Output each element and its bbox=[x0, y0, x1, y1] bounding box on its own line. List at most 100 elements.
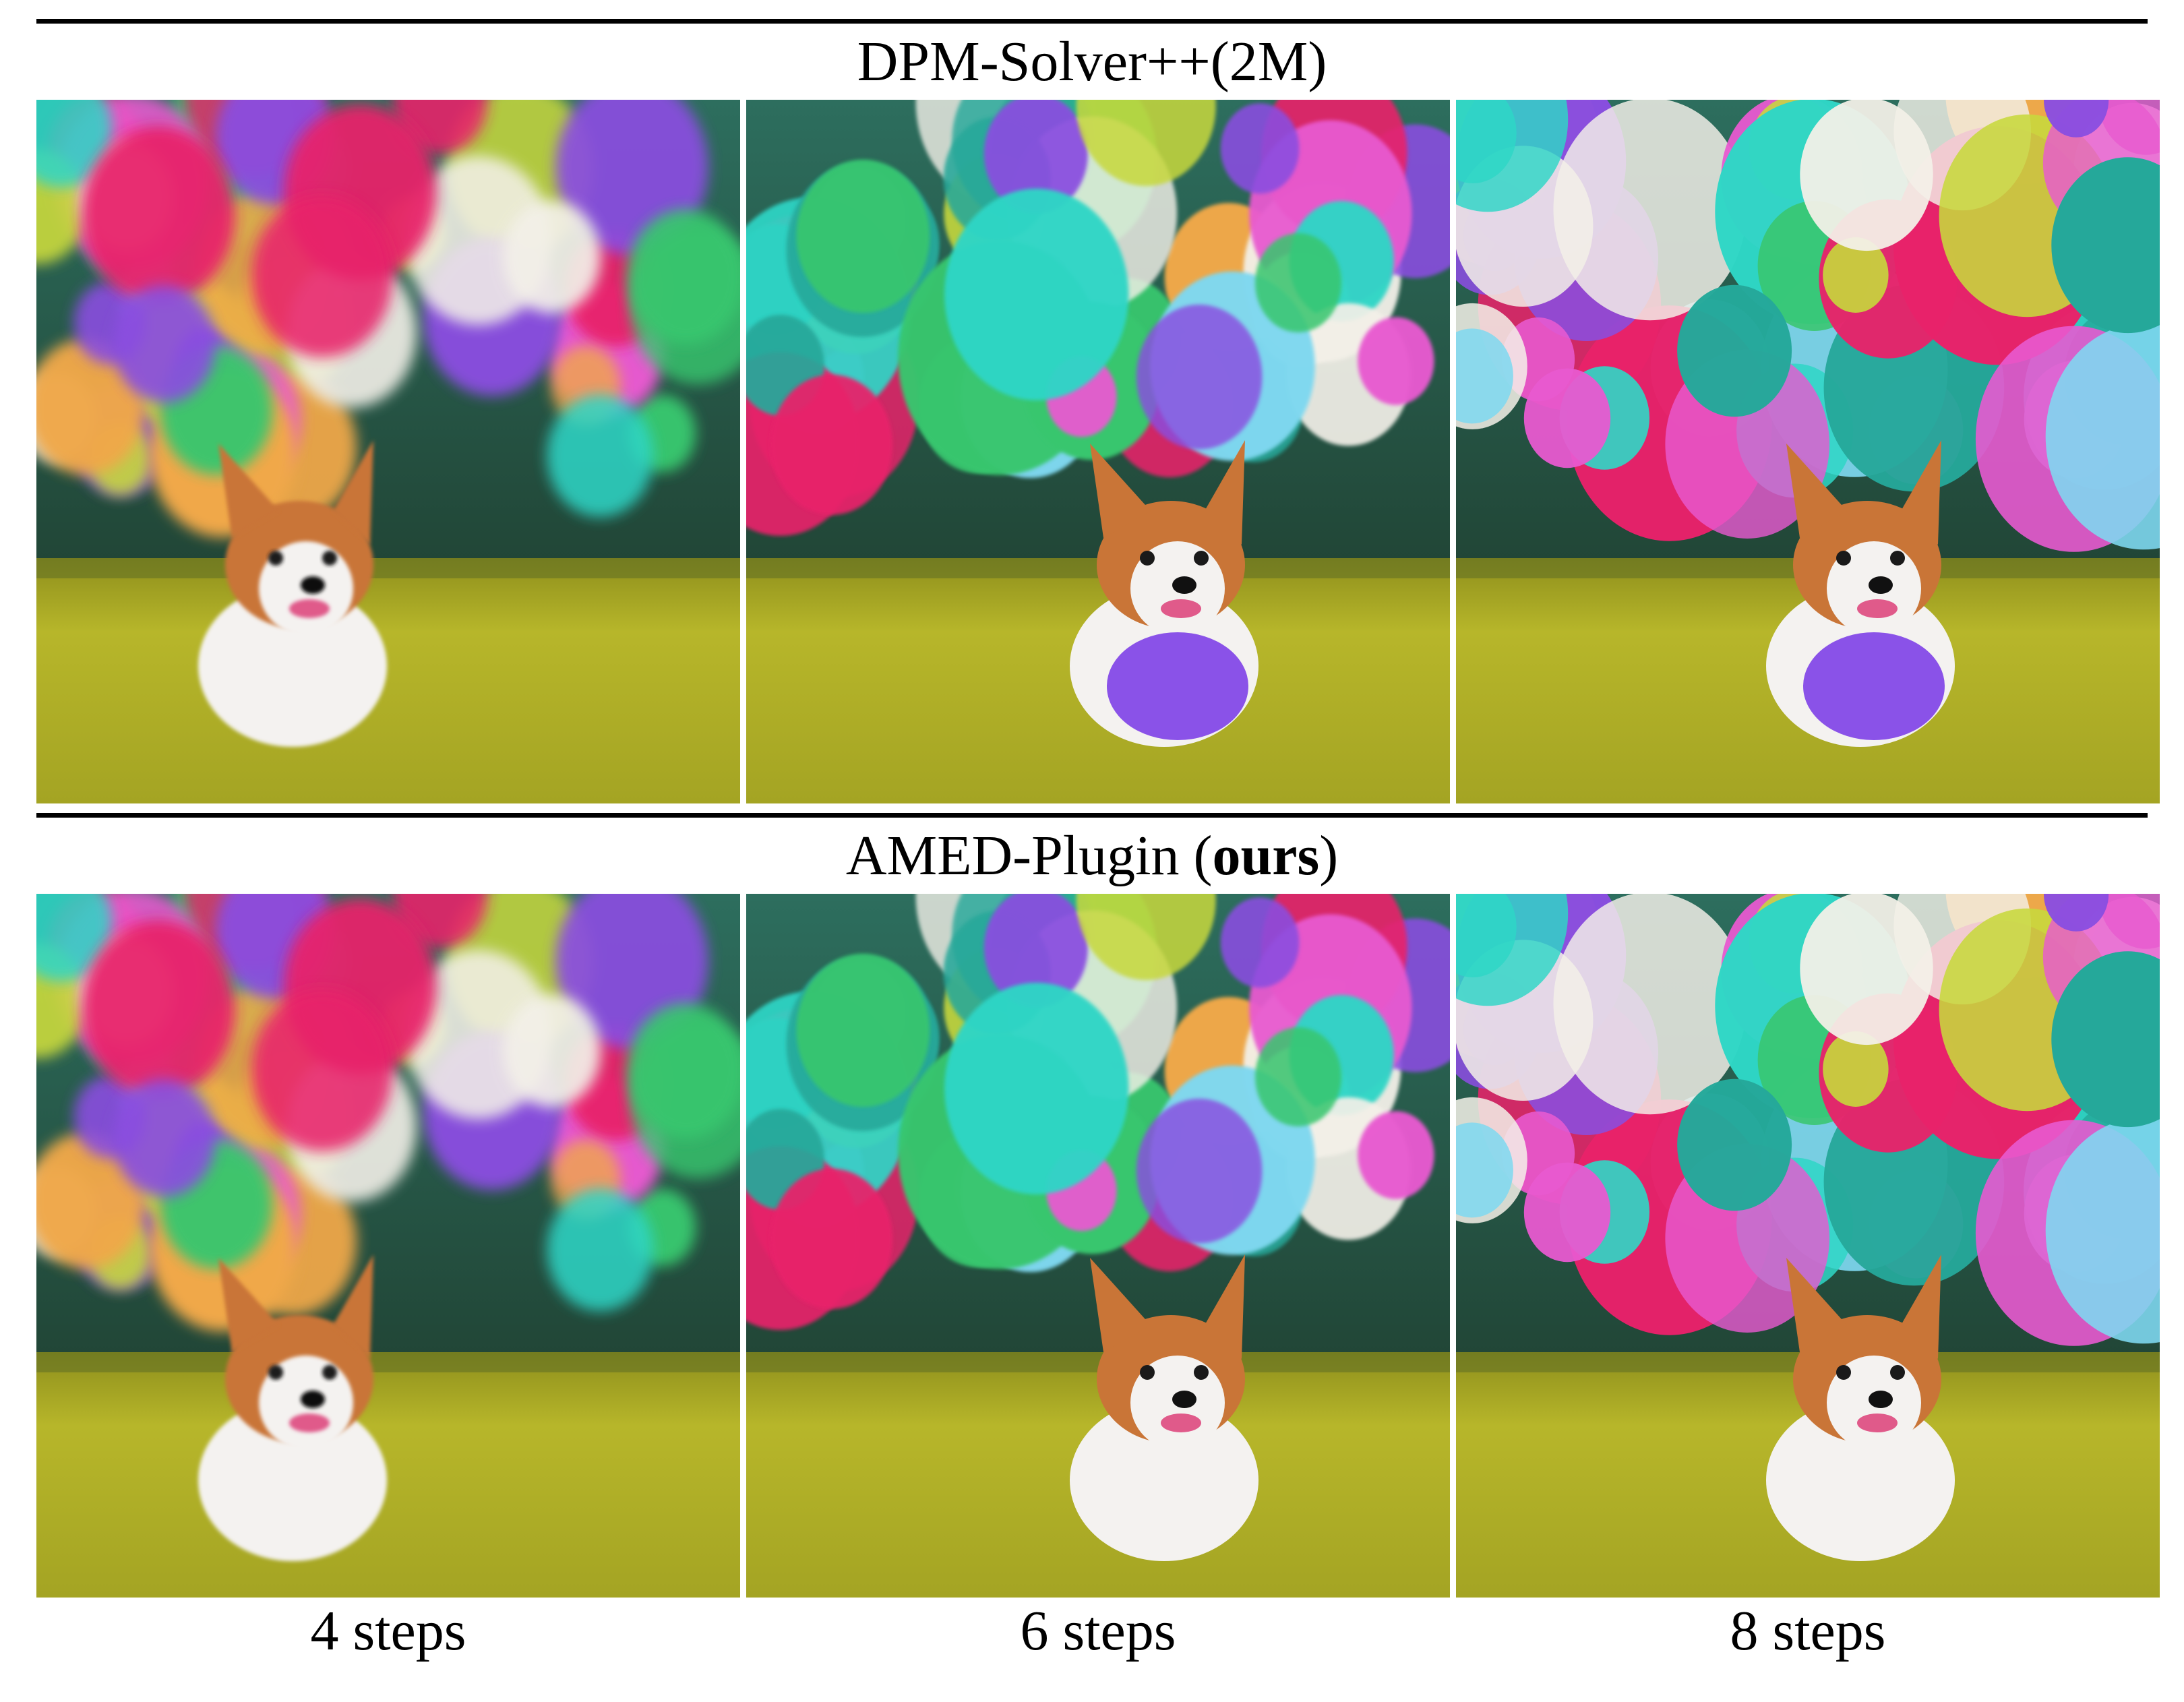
balloon bbox=[1823, 1031, 1889, 1107]
corgi-shape bbox=[1205, 1254, 1245, 1359]
section-title-amed-plugin: AMED-Plugin (ours) bbox=[36, 822, 2148, 890]
balloon bbox=[770, 1168, 893, 1309]
balloon bbox=[1553, 894, 1747, 1115]
corgi-shape bbox=[333, 440, 373, 545]
balloon bbox=[1136, 1098, 1263, 1244]
corgi-shape bbox=[1869, 576, 1893, 594]
corgi-shape bbox=[1172, 1391, 1196, 1408]
corgi-shape bbox=[268, 551, 283, 566]
corgi-shape bbox=[301, 1391, 325, 1408]
balloon bbox=[1456, 894, 1517, 977]
balloon bbox=[36, 1132, 146, 1269]
balloon bbox=[1677, 284, 1792, 417]
balloon bbox=[944, 982, 1129, 1194]
corgi-shape bbox=[1172, 576, 1196, 594]
balloon bbox=[547, 394, 654, 518]
corgi-shape bbox=[1161, 599, 1201, 618]
balloon bbox=[770, 374, 893, 515]
corgi-shape bbox=[1205, 440, 1245, 545]
corgi-shape bbox=[1070, 1399, 1258, 1561]
balloon bbox=[1456, 1122, 1513, 1218]
corgi-shape bbox=[1194, 1365, 1209, 1380]
corgi-shape bbox=[1857, 1414, 1898, 1432]
corgi-shape bbox=[1766, 1399, 1955, 1561]
corgi-shape bbox=[1901, 1254, 1941, 1359]
balloon bbox=[113, 284, 216, 403]
balloon bbox=[1220, 897, 1300, 988]
balloon bbox=[1358, 1111, 1434, 1199]
balloon bbox=[2044, 100, 2109, 138]
corgi-shape bbox=[1090, 444, 1151, 538]
section-title-dpm-solver: DPM-Solver++(2M) bbox=[857, 30, 1327, 93]
corgi-shape bbox=[1161, 1414, 1201, 1432]
step-label-8: 8 steps bbox=[1730, 1600, 1886, 1662]
balloon bbox=[113, 1078, 216, 1197]
corgi-shape bbox=[1869, 1391, 1893, 1408]
balloon bbox=[1456, 100, 1517, 183]
balloon bbox=[2051, 951, 2160, 1128]
scene-illustration bbox=[746, 894, 1450, 1598]
balloon bbox=[627, 209, 740, 344]
balloon bbox=[251, 195, 393, 358]
corgi-shape bbox=[1890, 1365, 1905, 1380]
section-title-suffix: ) bbox=[1319, 824, 1339, 887]
corgi-shape bbox=[1836, 551, 1851, 566]
corgi-shape bbox=[1857, 599, 1898, 618]
panel-amed-8-steps bbox=[1456, 894, 2160, 1598]
corgi-shape bbox=[268, 1365, 283, 1380]
top-rule bbox=[36, 19, 2148, 24]
corgi-shape bbox=[218, 1258, 279, 1352]
balloon bbox=[1523, 1162, 1611, 1263]
balloon bbox=[1136, 304, 1263, 450]
corgi-shape bbox=[322, 1365, 337, 1380]
scene-illustration bbox=[746, 100, 1450, 803]
balloon bbox=[2051, 157, 2160, 334]
panel-dpm-8-steps bbox=[1456, 100, 2160, 803]
balloon bbox=[1358, 317, 1434, 405]
balloon bbox=[1800, 894, 1933, 1045]
corgi-shape bbox=[198, 1399, 387, 1561]
balloon bbox=[1456, 328, 1513, 424]
balloon bbox=[1255, 1027, 1341, 1127]
corgi-shape bbox=[1107, 632, 1248, 740]
balloon bbox=[503, 200, 601, 313]
balloon bbox=[82, 920, 235, 1097]
corgi-shape bbox=[218, 444, 279, 538]
balloon bbox=[983, 100, 1088, 214]
balloon bbox=[1220, 103, 1300, 194]
corgi-shape bbox=[1140, 551, 1155, 566]
corgi-shape bbox=[1194, 551, 1209, 566]
balloon bbox=[2045, 1117, 2160, 1344]
balloon bbox=[2045, 323, 2160, 550]
scene-illustration bbox=[36, 894, 740, 1598]
balloon bbox=[1823, 237, 1889, 313]
balloon bbox=[1523, 368, 1611, 468]
balloon bbox=[796, 159, 930, 313]
panel-amed-6-steps bbox=[746, 894, 1450, 1598]
corgi-shape bbox=[1786, 444, 1847, 538]
corgi-shape bbox=[1836, 1365, 1851, 1380]
balloon bbox=[1255, 233, 1341, 333]
corgi-shape bbox=[289, 599, 330, 618]
balloon bbox=[82, 126, 235, 303]
balloon bbox=[36, 338, 146, 475]
section-title-ours: ours bbox=[1212, 824, 1320, 887]
corgi-shape bbox=[322, 551, 337, 566]
scene-illustration bbox=[36, 100, 740, 803]
corgi-shape bbox=[198, 585, 387, 747]
balloon bbox=[503, 994, 601, 1107]
balloon bbox=[547, 1188, 654, 1312]
balloon bbox=[627, 1003, 740, 1138]
corgi-shape bbox=[1901, 440, 1941, 545]
step-label-4: 4 steps bbox=[310, 1600, 466, 1662]
balloon bbox=[796, 953, 930, 1107]
corgi-shape bbox=[1890, 551, 1905, 566]
balloon bbox=[1076, 100, 1216, 186]
corgi-shape bbox=[1803, 632, 1945, 740]
balloon bbox=[944, 188, 1129, 400]
middle-rule bbox=[36, 813, 2148, 818]
scene-illustration bbox=[1456, 100, 2160, 803]
panel-dpm-6-steps bbox=[746, 100, 1450, 803]
balloon bbox=[36, 100, 112, 188]
panel-amed-4-steps bbox=[36, 894, 740, 1598]
